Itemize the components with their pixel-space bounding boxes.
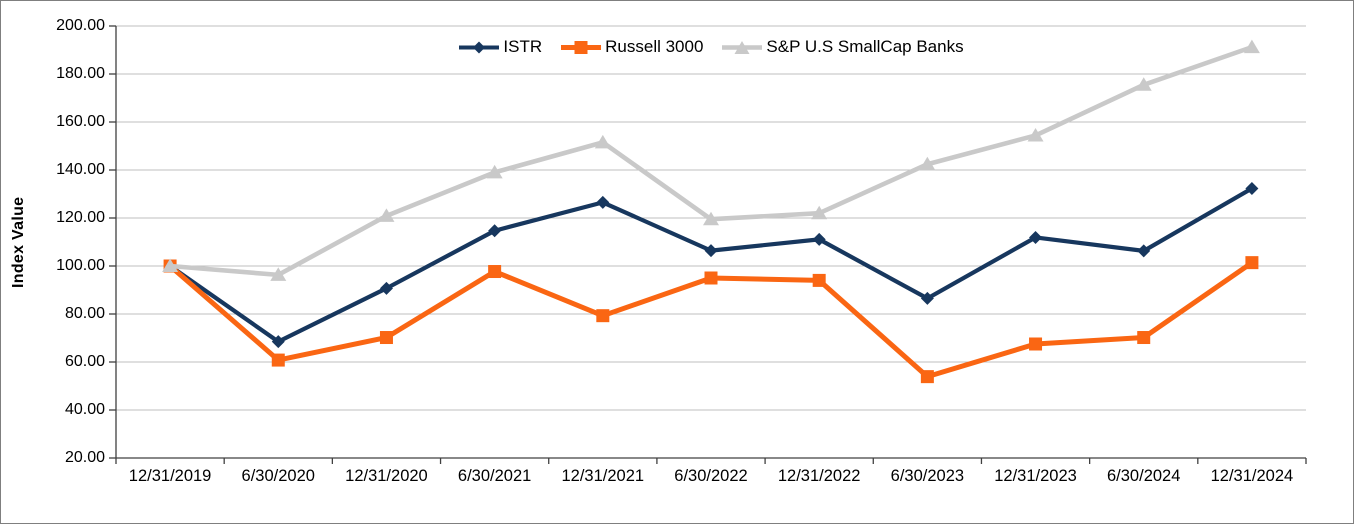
data-point-s-p-u-s-smallcap-banks-6-30-2024 [1135, 77, 1152, 91]
legend-item-sp-us-smallcap-banks: S&P U.S SmallCap Banks [721, 37, 964, 57]
data-point-istr-12-31-2022 [812, 232, 826, 246]
data-point-istr-12-31-2020 [379, 281, 393, 295]
y-tick-label: 60.00 [64, 353, 105, 370]
istr-line-diamond-icon [459, 41, 500, 53]
data-point-russell-3000-6-30-2023 [920, 370, 934, 384]
data-point-russell-3000-12-31-2023 [1029, 337, 1043, 351]
data-point-russell-3000-12-31-2021 [596, 309, 610, 323]
data-point-s-p-u-s-smallcap-banks-12-31-2021 [594, 134, 611, 149]
y-axis-title: Index Value [10, 196, 27, 288]
data-point-s-p-u-s-smallcap-banks-6-30-2020 [270, 267, 287, 281]
x-tick-label: 12/31/2023 [994, 467, 1077, 485]
legend-label-istr: ISTR [503, 37, 543, 56]
data-point-s-p-u-s-smallcap-banks-12-31-2024 [1243, 39, 1260, 54]
x-tick-label: 6/30/2020 [241, 467, 315, 485]
data-point-russell-3000-6-30-2020 [271, 353, 285, 367]
data-point-istr-6-30-2022 [704, 244, 718, 258]
data-point-s-p-u-s-smallcap-banks-6-30-2022 [703, 211, 719, 226]
data-point-istr-12-31-2024 [1245, 181, 1259, 195]
y-tick-label: 100.00 [56, 257, 105, 274]
x-tick-label: 6/30/2023 [890, 467, 965, 485]
data-point-s-p-u-s-smallcap-banks-12-31-2023 [1027, 127, 1044, 142]
data-point-s-p-u-s-smallcap-banks-12-31-2019 [162, 258, 179, 272]
y-tick-label: 20.00 [64, 449, 105, 466]
y-tick-label: 80.00 [64, 305, 105, 322]
data-point-istr-12-31-2021 [596, 195, 610, 209]
data-point-istr-6-30-2024 [1137, 244, 1151, 258]
y-tick-label: 180.00 [56, 65, 105, 82]
russell-3000-line-square-icon [561, 40, 602, 54]
x-tick-label: 12/31/2024 [1210, 467, 1294, 485]
y-tick-label: 140.00 [56, 161, 105, 178]
data-point-s-p-u-s-smallcap-banks-6-30-2021 [486, 164, 503, 179]
data-point-s-p-u-s-smallcap-banks-6-30-2023 [919, 156, 936, 171]
sp-us-smallcap-banks-line-triangle-icon [722, 40, 763, 54]
x-tick-label: 12/31/2020 [345, 467, 428, 485]
x-tick-label: 12/31/2021 [561, 467, 645, 485]
data-point-istr-6-30-2020 [271, 335, 285, 349]
y-tick-label: 200.00 [56, 17, 105, 34]
series-line-s-p-u-s-smallcap-banks [169, 44, 1253, 278]
y-tick-label: 120.00 [56, 209, 105, 226]
x-tick-label: 12/31/2022 [777, 467, 861, 485]
data-point-istr-6-30-2021 [488, 224, 502, 238]
data-point-russell-3000-6-30-2022 [704, 271, 718, 285]
x-tick-label: 6/30/2021 [457, 467, 532, 485]
legend-item-istr: ISTR [458, 37, 542, 57]
y-tick-label: 40.00 [64, 401, 105, 418]
legend-item-russell-3000: Russell 3000 [560, 37, 703, 57]
legend: ISTR Russell 3000 S&P U.S SmallCap Banks [116, 34, 1306, 60]
data-point-russell-3000-6-30-2024 [1137, 331, 1151, 345]
data-point-russell-3000-12-31-2022 [812, 273, 826, 287]
data-point-istr-12-31-2023 [1029, 230, 1043, 244]
y-tick-label: 160.00 [56, 113, 105, 130]
data-point-s-p-u-s-smallcap-banks-12-31-2020 [378, 208, 395, 222]
x-tick-label: 6/30/2022 [674, 467, 748, 485]
data-point-istr-6-30-2023 [920, 291, 934, 305]
x-tick-label: 12/31/2019 [128, 467, 212, 485]
data-point-russell-3000-6-30-2021 [488, 265, 502, 279]
legend-label-russell-3000: Russell 3000 [605, 37, 704, 56]
legend-label-sp-us-smallcap-banks: S&P U.S SmallCap Banks [766, 37, 964, 56]
series-line-istr [168, 186, 1253, 344]
data-point-s-p-u-s-smallcap-banks-12-31-2022 [811, 205, 828, 220]
x-tick-label: 6/30/2024 [1107, 467, 1181, 485]
data-point-russell-3000-12-31-2024 [1245, 256, 1259, 270]
data-point-russell-3000-12-31-2020 [379, 331, 393, 345]
